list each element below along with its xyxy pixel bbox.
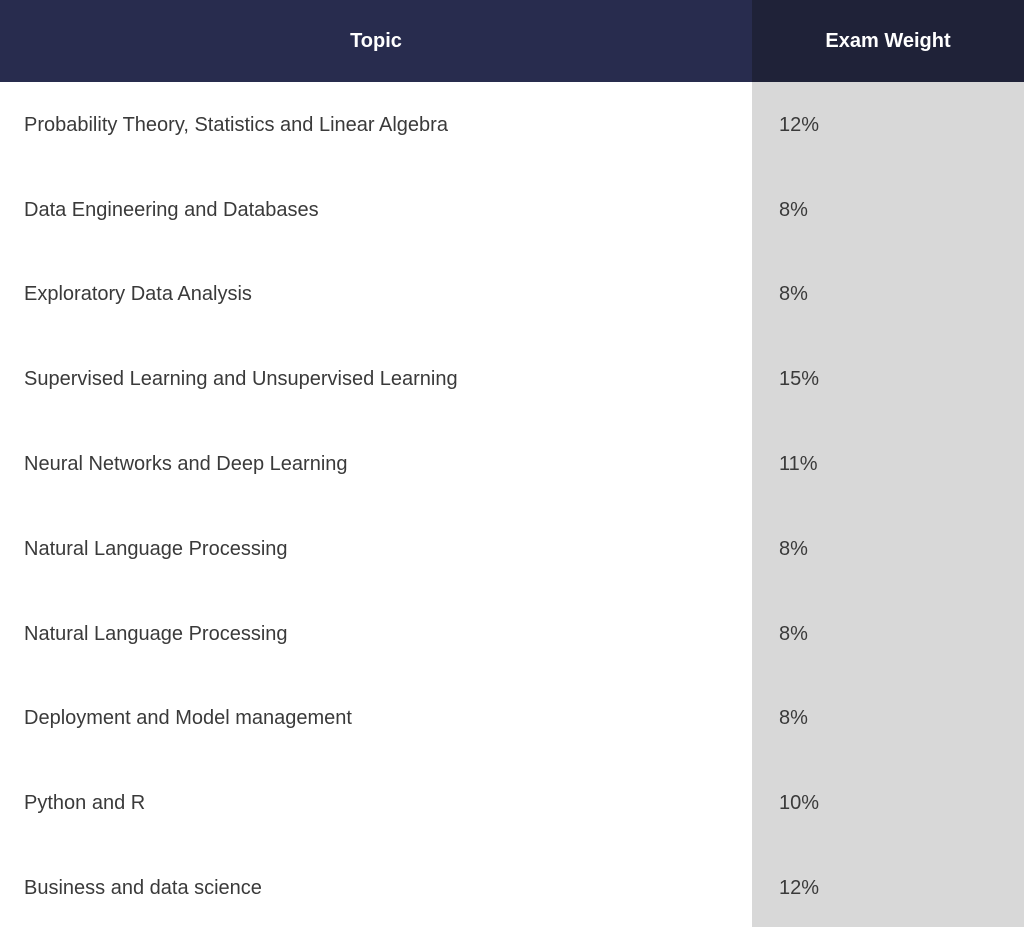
weight-cell: 8% [779,198,808,221]
weight-cell: 12% [779,877,820,900]
topic-cell: Python and R [24,792,146,815]
topic-cell: Deployment and Model management [24,707,352,730]
weight-cell: 8% [779,707,808,730]
weight-cell: 8% [779,622,808,645]
topic-cell: Business and data science [24,877,262,900]
topic-cell: Supervised Learning and Unsupervised Lea… [24,368,458,391]
header-exam-weight: Exam Weight [752,0,1024,82]
weight-cell: 11% [779,453,818,476]
table-body: Probability Theory, Statistics and Linea… [0,82,1024,927]
topic-cell: Neural Networks and Deep Learning [24,453,348,476]
topic-cell: Natural Language Processing [24,622,288,645]
topic-column: Probability Theory, Statistics and Linea… [0,82,752,927]
weight-cell: 10% [779,792,820,815]
weight-cell: 8% [779,537,808,560]
exam-weight-column: 12% 8% 8% 15% 11% 8% 8% 8% 10% 12% [752,82,1024,927]
table-header: Topic Exam Weight [0,0,1024,82]
topic-cell: Exploratory Data Analysis [24,283,252,306]
header-topic: Topic [0,0,752,82]
weight-cell: 15% [779,368,820,391]
topic-cell: Natural Language Processing [24,537,288,560]
weight-cell: 8% [779,283,808,306]
topic-cell: Data Engineering and Databases [24,198,319,221]
weight-cell: 12% [779,113,820,136]
topic-cell: Probability Theory, Statistics and Linea… [24,113,448,136]
